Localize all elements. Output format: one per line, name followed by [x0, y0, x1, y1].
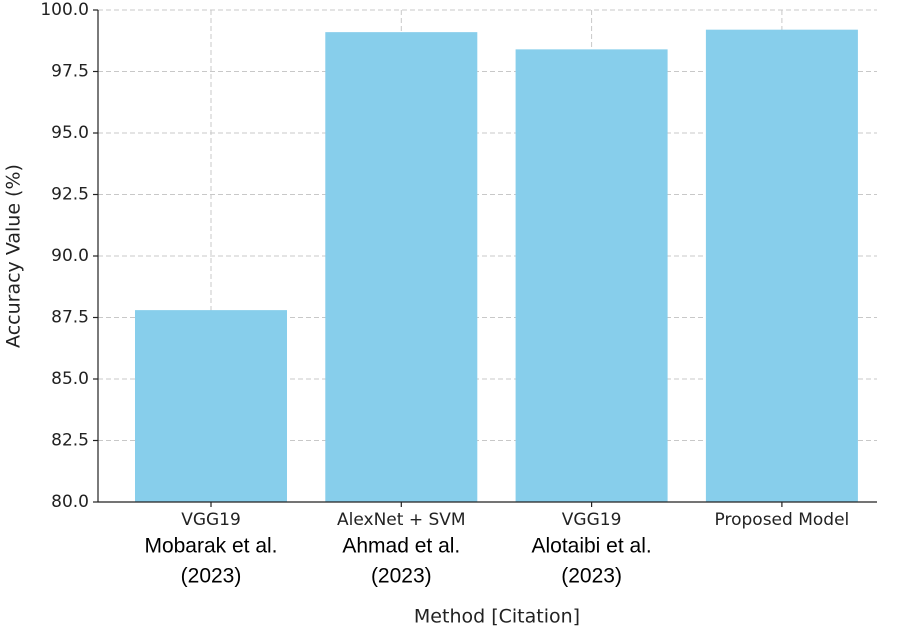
bar	[515, 49, 668, 503]
y-tick-label: 82.5	[51, 431, 89, 451]
bar	[705, 29, 858, 503]
y-tick-label: 80.0	[51, 492, 89, 512]
bar	[325, 32, 478, 502]
citation-label: (2023)	[371, 565, 432, 588]
x-tick-label: VGG19	[181, 510, 241, 530]
y-axis-label: Accuracy Value (%)	[3, 164, 25, 348]
x-tick-label: VGG19	[562, 510, 622, 530]
y-tick-label: 85.0	[51, 369, 89, 389]
x-tick-label: AlexNet + SVM	[337, 510, 466, 530]
y-tick-label: 100.0	[40, 0, 89, 20]
x-tick-label: Proposed Model	[715, 510, 850, 530]
x-axis-label: Method [Citation]	[414, 606, 580, 628]
citation-label: (2023)	[181, 565, 242, 588]
y-tick-label: 95.0	[51, 123, 89, 143]
y-tick-label: 92.5	[51, 185, 89, 205]
citation-label: Mobarak et al.	[144, 535, 277, 558]
y-tick-label: 87.5	[51, 308, 89, 328]
citation-label: (2023)	[561, 565, 622, 588]
y-tick-label: 90.0	[51, 246, 89, 266]
citation-label: Ahmad et al.	[342, 535, 460, 558]
citation-label: Alotaibi et al.	[531, 535, 651, 558]
bar	[135, 310, 287, 502]
y-tick-label: 97.5	[51, 62, 89, 82]
